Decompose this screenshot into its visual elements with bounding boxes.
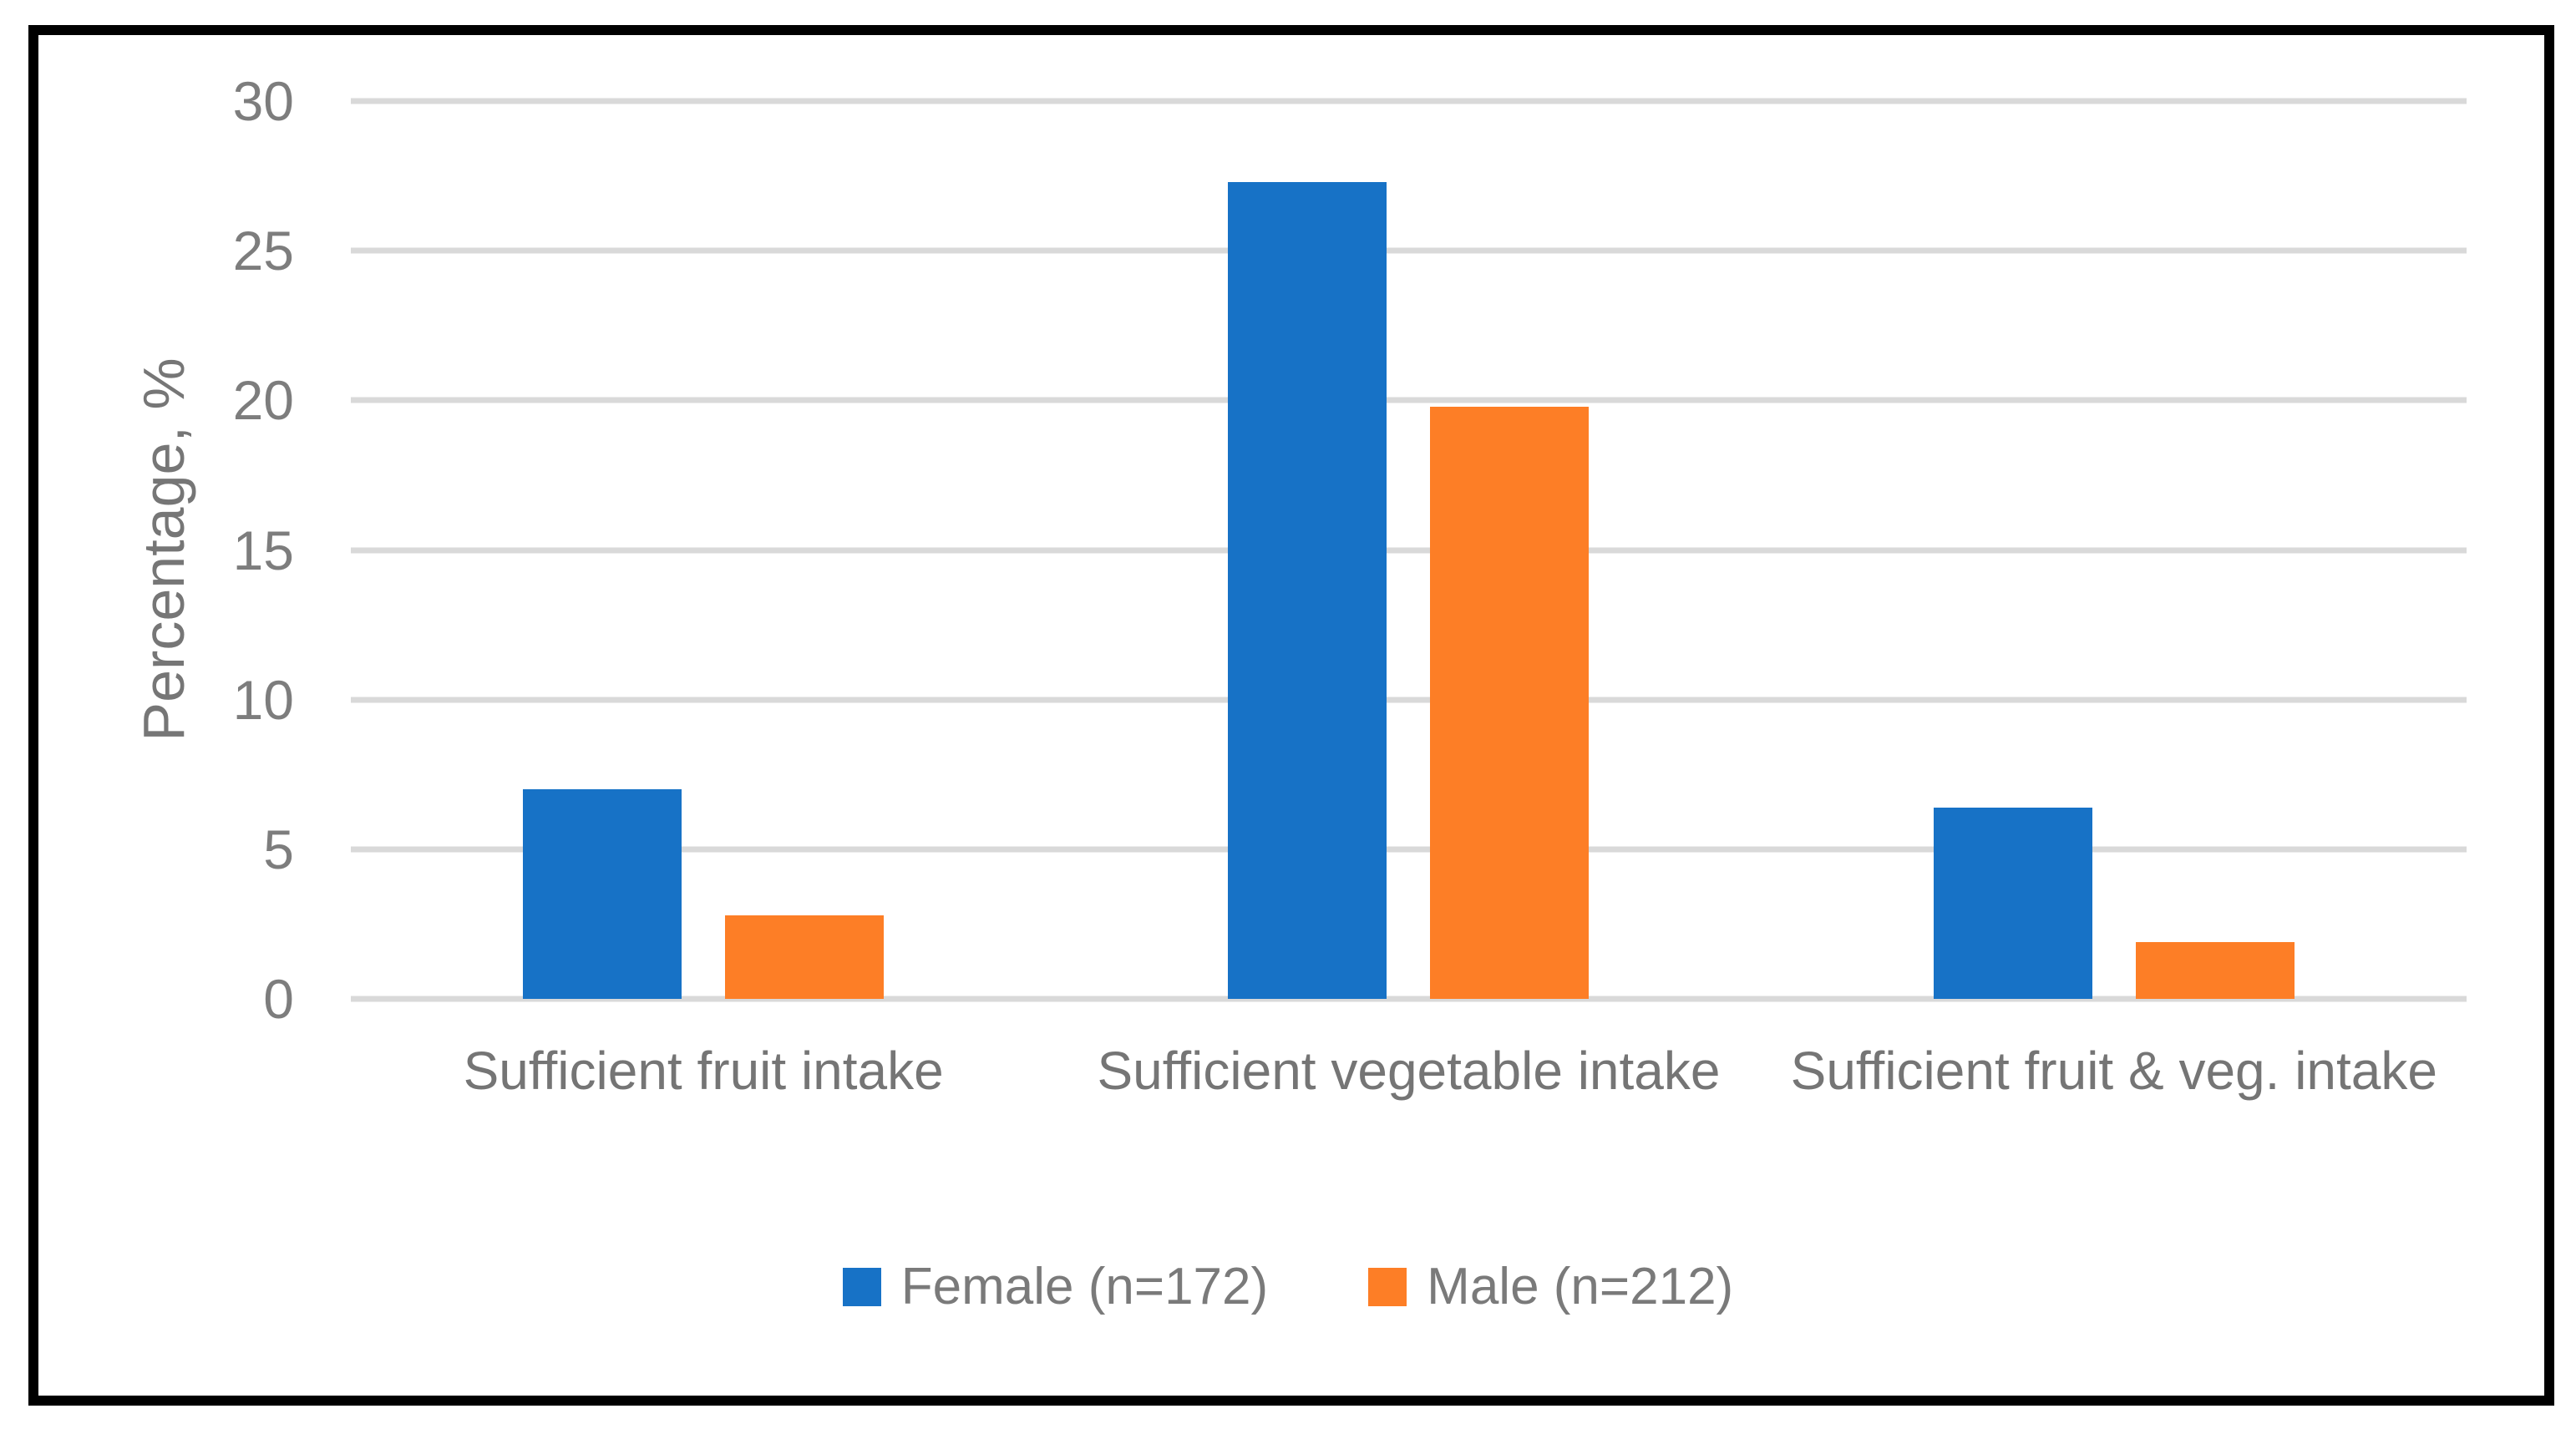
legend-swatch-icon bbox=[842, 1267, 881, 1306]
legend: Female (n=172) Male (n=212) bbox=[0, 1257, 2576, 1316]
bar-group-1 bbox=[351, 101, 1056, 999]
bar-male-1 bbox=[725, 915, 885, 999]
legend-label: Male (n=212) bbox=[1427, 1258, 1734, 1315]
y-tick-label-0: 0 bbox=[263, 968, 294, 1030]
bar-male-2 bbox=[1430, 406, 1590, 999]
category-label-2: Sufficient vegetable intake bbox=[1097, 1041, 1721, 1101]
y-tick-label-10: 10 bbox=[232, 668, 294, 731]
gridline-y-5 bbox=[351, 846, 2467, 853]
bars-layer bbox=[351, 101, 2467, 999]
gridline-y-0 bbox=[351, 996, 2467, 1002]
legend-item-female: Female (n=172) bbox=[842, 1257, 1269, 1316]
category-label-3: Sufficient fruit & veg. intake bbox=[1790, 1041, 2437, 1101]
y-tick-label-5: 5 bbox=[263, 818, 294, 880]
bar-group-3 bbox=[1762, 101, 2467, 999]
plot-area bbox=[351, 98, 2467, 1002]
gridline-y-25 bbox=[351, 247, 2467, 254]
bar-female-2 bbox=[1228, 181, 1387, 999]
gridline-y-15 bbox=[351, 547, 2467, 553]
bar-female-1 bbox=[523, 789, 682, 999]
gridline-y-20 bbox=[351, 397, 2467, 403]
legend-label: Female (n=172) bbox=[900, 1258, 1269, 1315]
y-tick-label-25: 25 bbox=[232, 220, 294, 282]
bar-female-3 bbox=[1933, 807, 2092, 999]
legend-swatch-icon bbox=[1368, 1267, 1407, 1306]
gridline-y-30 bbox=[351, 98, 2467, 104]
bar-male-3 bbox=[2135, 941, 2295, 999]
gridline-y-10 bbox=[351, 697, 2467, 703]
legend-item-male: Male (n=212) bbox=[1368, 1257, 1733, 1316]
y-tick-label-30: 30 bbox=[232, 70, 294, 132]
y-tick-label-15: 15 bbox=[232, 519, 294, 581]
y-axis-tick-labels: 0 5 10 15 20 25 30 bbox=[0, 70, 294, 1030]
y-tick-label-20: 20 bbox=[232, 369, 294, 432]
x-axis-category-labels: Sufficient fruit intake Sufficient vegeta… bbox=[351, 1036, 2467, 1106]
bar-group-2 bbox=[1056, 101, 1761, 999]
category-label-1: Sufficient fruit intake bbox=[463, 1041, 944, 1101]
